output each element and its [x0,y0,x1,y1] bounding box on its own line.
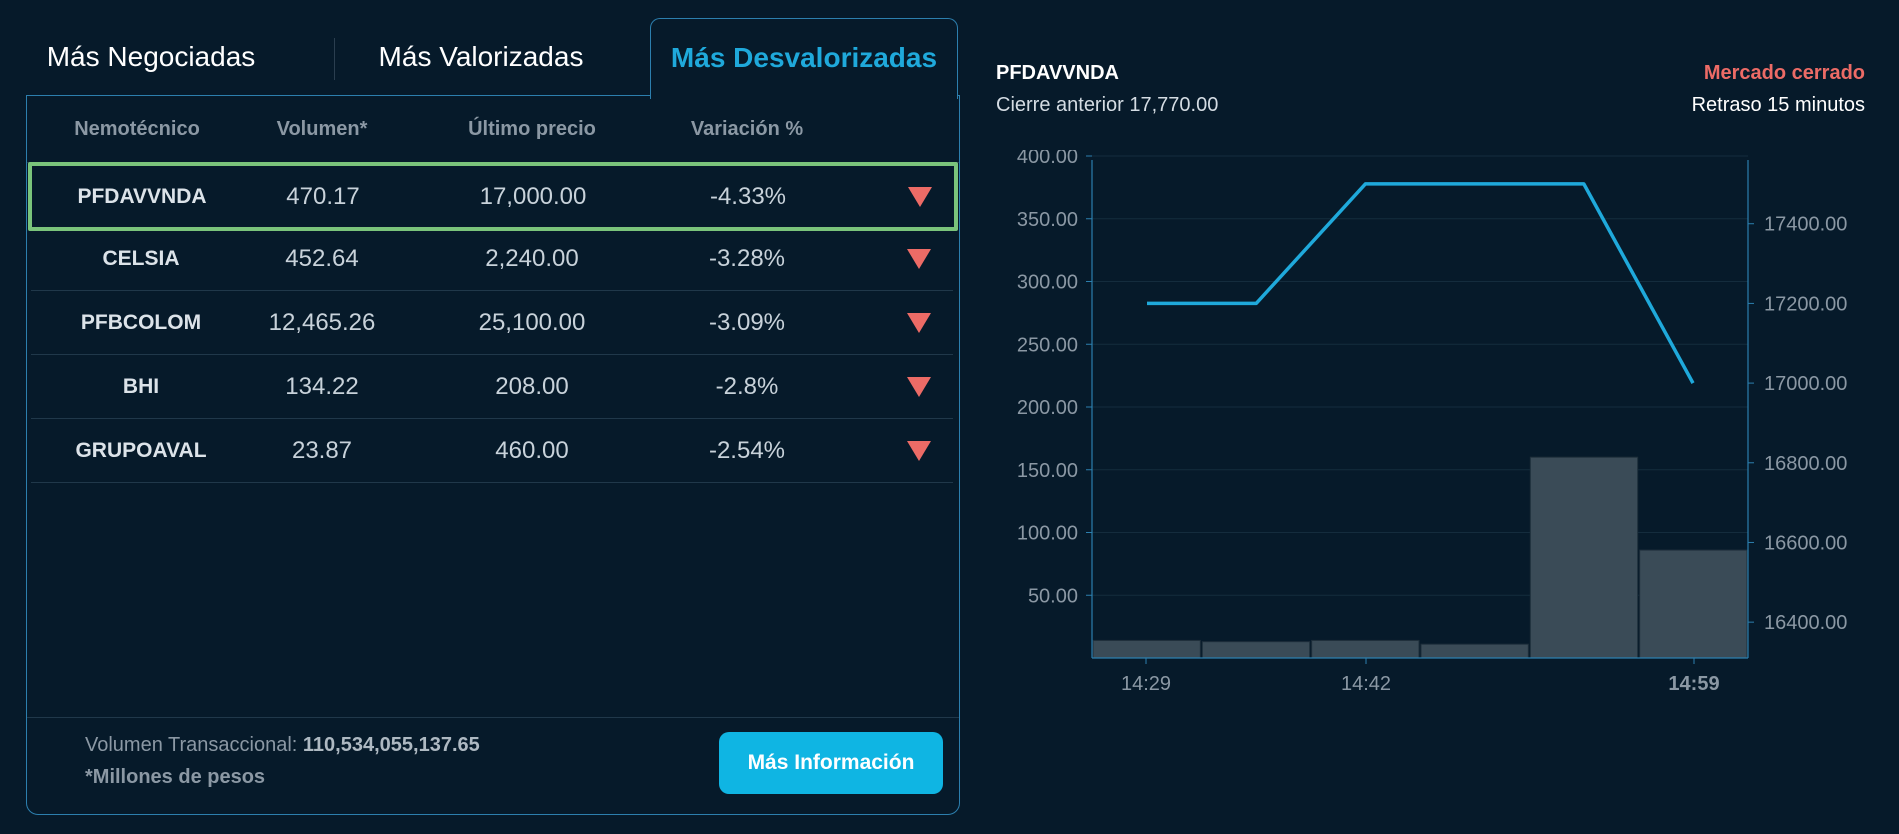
volume-bar[interactable] [1311,639,1420,659]
delay-notice: Retraso 15 minutos [1691,94,1865,116]
down-arrow-icon [899,355,939,418]
tab-divider [334,38,335,80]
time-axis-label: 14:59 [1668,673,1719,695]
cell-nemotecnico: GRUPOAVAL [75,438,207,462]
price-axis-label: 17200.00 [1764,293,1847,315]
cell-volumen: 452.64 [285,244,359,272]
volume-bar[interactable] [1529,456,1639,659]
price-axis-label: 17000.00 [1764,373,1847,395]
table-header: Nemotécnico Volumen* Último precio Varia… [27,96,959,163]
tab-mas-negociadas[interactable]: Más Negociadas [46,41,256,72]
tab-mas-desvalorizadas[interactable]: Más Desvalorizadas [650,18,958,99]
cell-variacion: -3.28% [708,244,786,272]
volume-bar[interactable] [1639,549,1748,659]
volume-axis-label: 250.00 [1017,334,1078,356]
stocks-table-panel: Nemotécnico Volumen* Último precio Varia… [26,95,960,815]
volume-axis-label: 50.00 [1028,585,1078,607]
down-arrow-icon [899,291,939,354]
cell-variacion: -2.8% [715,372,779,400]
cell-ultimo-precio: 208.00 [495,372,569,400]
units-note: *Millones de pesos [85,766,266,788]
cell-ultimo-precio: 17,000.00 [479,182,587,210]
cell-nemotecnico: CELSIA [102,246,180,270]
transactional-volume: Volumen Transaccional: 110,534,055,137.6… [85,734,480,757]
cell-ultimo-precio: 25,100.00 [478,308,586,336]
price-axis-label: 16800.00 [1764,453,1847,475]
price-line[interactable] [1147,182,1695,384]
column-header-volumen[interactable]: Volumen* [276,118,368,140]
intraday-chart[interactable]: 50.00 100.00 150.00 200.00 250.00 300.00 350.0… [996,150,1876,710]
transactional-volume-label: Volumen Transaccional: [85,734,298,756]
cell-nemotecnico: PFDAVVNDA [77,184,207,208]
volume-bar[interactable] [1420,643,1529,659]
column-header-ultimo-precio[interactable]: Último precio [468,118,596,140]
cell-nemotecnico: BHI [122,374,160,398]
table-row[interactable]: PFDAVVNDA 470.17 17,000.00 -4.33% [28,162,958,231]
volume-axis-label: 400.00 [1017,150,1078,168]
price-axis-label: 16400.00 [1764,612,1847,634]
transactional-volume-value: 110,534,055,137.65 [302,734,480,756]
most-traded-widget: Más Negociadas Más Valorizadas Más Desva… [26,18,960,816]
time-axis-label: 14:29 [1121,673,1171,695]
cell-volumen: 12,465.26 [268,308,376,336]
more-info-button[interactable]: Más Información [719,732,943,794]
volume-axis-label: 300.00 [1017,272,1078,294]
cell-volumen: 470.17 [286,182,360,210]
cell-volumen: 134.22 [285,372,359,400]
volume-bar[interactable] [1201,641,1311,659]
market-status: Mercado cerrado [1703,62,1865,84]
cell-volumen: 23.87 [291,436,353,464]
column-header-variacion[interactable]: Variación % [690,118,804,140]
table-row[interactable]: GRUPOAVAL 23.87 460.00 -2.54% [31,419,953,483]
cell-ultimo-precio: 2,240.00 [485,244,579,272]
table-row[interactable]: BHI 134.22 208.00 -2.8% [31,355,953,419]
cell-variacion: -4.33% [709,182,787,210]
cell-nemotecnico: PFBCOLOM [80,310,202,334]
tab-bar: Más Negociadas Más Valorizadas Más Desva… [26,18,960,99]
table-row[interactable]: CELSIA 452.64 2,240.00 -3.28% [31,227,953,291]
volume-axis-label: 150.00 [1017,460,1078,482]
volume-bar[interactable] [1092,639,1201,659]
price-axis-label: 17400.00 [1764,214,1847,236]
column-header-nemotecnico[interactable]: Nemotécnico [74,118,200,140]
chart-symbol: PFDAVVNDA [996,62,1119,84]
down-arrow-icon [899,227,939,290]
volume-axis-label: 100.00 [1017,523,1078,545]
cell-ultimo-precio: 460.00 [495,436,569,464]
cell-variacion: -2.54% [708,436,786,464]
cell-variacion: -3.09% [708,308,786,336]
volume-axis-label: 200.00 [1017,397,1078,419]
down-arrow-icon [900,166,940,227]
volume-axis-label: 350.00 [1017,209,1078,231]
table-row[interactable]: PFBCOLOM 12,465.26 25,100.00 -3.09% [31,291,953,355]
table-footer: Volumen Transaccional: 110,534,055,137.6… [27,717,959,814]
price-axis-label: 16600.00 [1764,532,1847,554]
previous-close: Cierre anterior 17,770.00 [996,94,1219,116]
down-arrow-icon [899,419,939,482]
time-axis-label: 14:42 [1341,673,1391,695]
tab-mas-valorizadas[interactable]: Más Valorizadas [378,41,584,72]
